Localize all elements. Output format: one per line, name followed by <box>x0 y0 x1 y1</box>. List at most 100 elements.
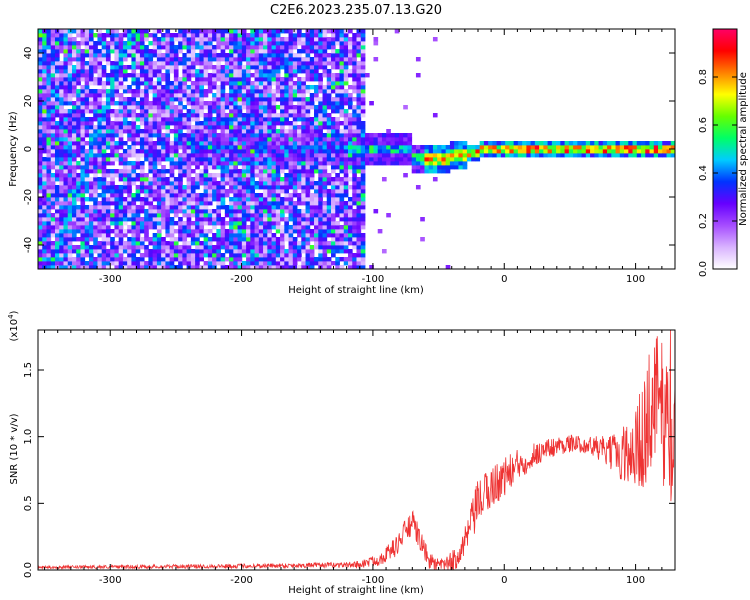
heatmap-cell <box>254 121 260 126</box>
heatmap-cell <box>76 45 81 50</box>
heatmap-cell <box>118 205 124 210</box>
heatmap-cell <box>161 109 166 114</box>
heatmap-cell <box>46 169 52 174</box>
heatmap-cell <box>360 233 366 238</box>
heatmap-cell <box>186 101 192 106</box>
heatmap-cell <box>318 169 323 174</box>
heatmap-cell <box>173 177 179 182</box>
heatmap-cell <box>267 33 272 38</box>
heatmap-cell <box>139 253 145 258</box>
heatmap-cell <box>135 245 141 250</box>
heatmap-cell <box>178 57 183 62</box>
heatmap-cell <box>331 253 336 258</box>
heatmap-cell <box>335 85 340 90</box>
heatmap-cell <box>254 213 260 218</box>
heatmap-cell <box>653 149 659 154</box>
heatmap-cell <box>454 145 459 150</box>
heatmap-cell <box>373 157 379 162</box>
heatmap-cell <box>611 149 616 154</box>
heatmap-cell <box>101 137 107 142</box>
heatmap-cell <box>326 149 332 154</box>
heatmap-cell <box>258 213 264 218</box>
heatmap-cell <box>131 121 137 126</box>
heatmap-cell <box>144 61 149 66</box>
heatmap-cell <box>237 49 243 54</box>
heatmap-cell <box>54 97 60 102</box>
heatmap-cell <box>471 157 476 162</box>
heatmap-cell <box>207 57 213 62</box>
heatmap-cell <box>288 153 294 158</box>
heatmap-cell <box>139 101 145 106</box>
heatmap-cell <box>165 233 171 238</box>
heatmap-cell <box>80 53 86 58</box>
heatmap-cell <box>97 113 103 118</box>
heatmap-cell <box>309 145 315 150</box>
heatmap-cell <box>84 205 90 210</box>
heatmap-cell <box>220 73 226 78</box>
heatmap-cell <box>263 173 268 178</box>
heatmap-cell <box>156 261 162 266</box>
heatmap-cell <box>254 49 260 54</box>
heatmap-cell <box>127 161 132 166</box>
heatmap-cell <box>250 173 255 178</box>
heatmap-cell <box>203 249 209 254</box>
heatmap-cell <box>220 141 226 146</box>
heatmap-cell <box>415 153 421 158</box>
heatmap-cell <box>339 93 345 98</box>
heatmap-cell <box>114 173 120 178</box>
heatmap-cell <box>59 225 64 230</box>
heatmap-cell <box>63 225 69 230</box>
heatmap-cell <box>173 181 179 186</box>
heatmap-cell <box>80 33 86 38</box>
heatmap-cell <box>152 101 158 106</box>
heatmap-cell <box>97 73 103 78</box>
heatmap-cell <box>161 121 166 126</box>
heatmap-cell <box>309 245 315 250</box>
heatmap-cell <box>114 149 120 154</box>
heatmap-cell <box>224 233 230 238</box>
heatmap-cell <box>212 129 217 134</box>
heatmap-cell <box>356 113 362 118</box>
heatmap-cell <box>93 53 98 58</box>
heatmap-cell <box>169 45 175 50</box>
heatmap-cell <box>71 157 77 162</box>
heatmap-cell <box>254 265 260 269</box>
heatmap-cell <box>118 265 124 269</box>
heatmap-cell <box>207 181 213 186</box>
heatmap-cell <box>364 137 370 142</box>
heatmap-cell <box>152 173 158 178</box>
heatmap-cell <box>275 149 281 154</box>
heatmap-cell <box>229 161 234 166</box>
heatmap-cell <box>326 133 332 138</box>
heatmap-cell <box>373 37 379 42</box>
heatmap-cell <box>322 65 328 70</box>
heatmap-cell <box>237 161 243 166</box>
heatmap-cell <box>331 77 336 82</box>
heatmap-cell <box>237 41 243 46</box>
heatmap-cell <box>80 109 86 114</box>
heatmap-cell <box>216 125 222 130</box>
heatmap-cell <box>246 265 251 269</box>
heatmap-cell <box>54 149 60 154</box>
heatmap-cell <box>309 69 315 74</box>
heatmap-cell <box>356 137 362 142</box>
heatmap-cell <box>101 53 107 58</box>
heatmap-cell <box>254 65 260 70</box>
heatmap-cell <box>59 221 64 226</box>
heatmap-cell <box>139 153 145 158</box>
heatmap-cell <box>131 253 137 258</box>
heatmap-cell <box>267 61 272 66</box>
heatmap-cell <box>428 169 434 174</box>
heatmap-cell <box>560 149 565 154</box>
heatmap-cell <box>305 149 311 154</box>
heatmap-cell <box>339 105 345 110</box>
heatmap-cell <box>224 157 230 162</box>
heatmap-cell <box>335 185 340 190</box>
heatmap-cell <box>42 165 47 170</box>
heatmap-cell <box>59 97 64 102</box>
heatmap-cell <box>88 45 94 50</box>
heatmap-cell <box>114 185 120 190</box>
heatmap-cell <box>280 45 285 50</box>
heatmap-cell <box>309 181 315 186</box>
heatmap-cell <box>348 257 353 262</box>
